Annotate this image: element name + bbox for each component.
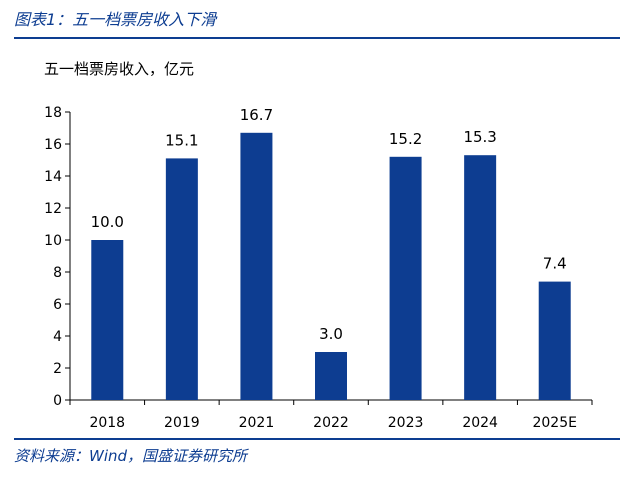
x-tick-label: 2021 [239,415,275,431]
y-tick-label: 4 [53,329,62,345]
bar-value-label: 15.2 [389,130,422,148]
x-tick-label: 2024 [462,415,498,431]
title-divider [14,37,620,39]
source-divider [14,438,620,440]
figure-title: 图表1：五一档票房收入下滑 [14,10,217,29]
x-tick-label: 2022 [313,415,349,431]
x-tick-label: 2018 [89,415,125,431]
bar-chart: 0 2 4 6 8 10 12 14 16 18 10.0 2018 15.1 2019 16.7 2021 3… [44,105,593,431]
y-tick-label: 2 [53,361,62,377]
y-tick-label: 18 [44,105,62,121]
bar-value-label: 10.0 [91,213,124,231]
bar [464,155,497,400]
source-note: 资料来源：Wind，国盛证券研究所 [14,447,248,465]
x-tick-label: 2025E [532,415,576,431]
y-tick-label: 6 [53,297,62,313]
y-tick-label: 12 [44,201,62,217]
bar-value-label: 16.7 [240,106,273,124]
y-tick-label: 14 [44,169,62,185]
bar [315,352,347,400]
x-tick-label: 2019 [164,415,200,431]
bar [91,240,124,400]
bar-value-label: 15.1 [165,131,198,149]
bar [538,281,571,400]
y-tick-label: 0 [53,393,62,409]
bar [389,156,422,400]
bar-value-label: 7.4 [543,255,567,273]
bar-value-label: 3.0 [319,325,343,343]
chart-unit-label: 五一档票房收入，亿元 [44,60,195,78]
x-tick-label: 2023 [388,415,424,431]
y-tick-label: 8 [53,265,62,281]
y-tick-label: 10 [44,233,62,249]
y-tick-label: 16 [44,137,62,153]
bar [240,132,273,401]
bar [165,158,198,400]
bar-value-label: 15.3 [463,128,496,146]
